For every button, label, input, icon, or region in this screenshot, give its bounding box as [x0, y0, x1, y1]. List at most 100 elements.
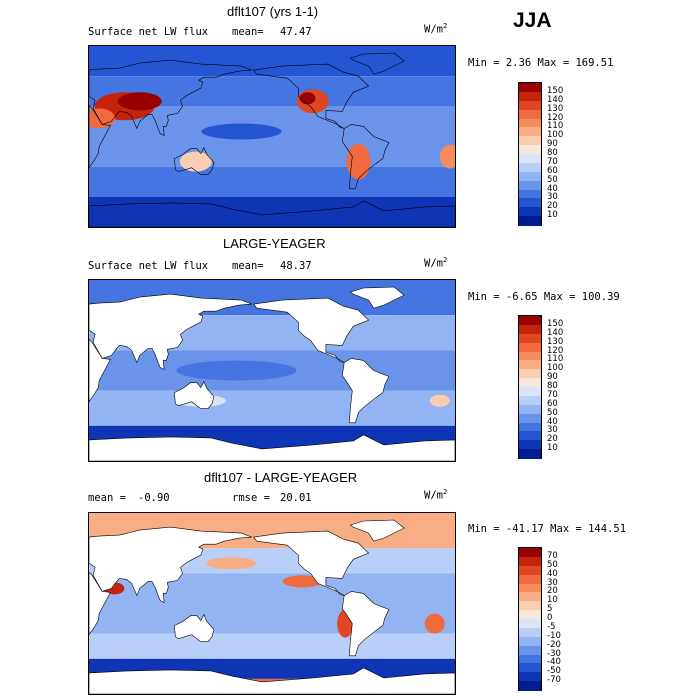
colorbar-tick-label: -50 [547, 666, 561, 677]
colorbar-swatch [519, 395, 541, 406]
panel-2-variable: Surface net LW flux [88, 260, 209, 272]
colorbar-tick-label: 80 [547, 381, 558, 391]
panel-3-mean-label: mean = [88, 492, 126, 504]
colorbar-swatch [519, 654, 541, 664]
field-blob [439, 144, 455, 169]
colorbar-tick-label: 120 [547, 112, 564, 123]
colorbar-tick-label: -70 [547, 675, 561, 686]
continent-outline-greenland [349, 519, 405, 542]
colorbar-swatch [519, 171, 541, 182]
colorbar-swatch [519, 645, 541, 655]
colorbar-tick-label: 50 [547, 407, 558, 418]
colorbar-tick-label: 30 [547, 192, 558, 203]
field-band [89, 573, 455, 634]
colorbar-swatch [519, 681, 541, 691]
colorbar-swatch [519, 574, 541, 584]
colorbar-swatch [519, 387, 541, 397]
colorbar-tick-label: -5 [547, 621, 556, 632]
colorbar-tick-label: 140 [547, 327, 564, 338]
colorbar-swatch [519, 619, 541, 629]
colorbar-swatch [519, 440, 541, 450]
panel-1-map [88, 45, 456, 228]
continent-outline-americas-n [253, 63, 370, 129]
continent-outline-americas-n [253, 530, 370, 596]
continent-outline-antarctica [89, 667, 455, 694]
colorbar-tick-label: 20 [547, 434, 558, 445]
colorbar-tick-label: 10 [547, 595, 558, 606]
continent-outline-greenland [349, 286, 405, 309]
field-band [89, 46, 455, 77]
colorbar-swatch [519, 118, 541, 128]
colorbar-tick-label: 70 [547, 550, 558, 561]
colorbar-swatch [519, 316, 541, 326]
field-blob [299, 92, 316, 105]
colorbar-tick-label: 20 [547, 201, 558, 212]
colorbar-swatch [519, 333, 541, 344]
colorbar-swatch [519, 180, 541, 190]
continent-outline-americas-s [341, 124, 390, 190]
panel-1-title: dflt107 (yrs 1-1) [227, 4, 319, 19]
panel-3-title: dflt107 - LARGE-YEAGER [204, 470, 358, 485]
field-blob [117, 92, 162, 111]
panel-2-title: LARGE-YEAGER [223, 236, 326, 251]
field-blob [429, 394, 450, 407]
colorbar-tick-label: 110 [547, 354, 564, 365]
colorbar-swatch [519, 610, 541, 620]
colorbar-tick-label: 90 [547, 139, 558, 150]
colorbar-tick-label: 120 [547, 345, 564, 356]
colorbar-tick-label: 40 [547, 568, 558, 579]
panel-1-colorbar: 150 140 130 120 110 100 90 80 70 60 50 40 30 20 10 [518, 82, 563, 226]
panel-2-map [88, 279, 456, 462]
field-band [89, 633, 455, 659]
continent-outline-americas-n [253, 297, 370, 363]
panel-3-minmax: Min = -41.17 Max = 144.51 [468, 523, 627, 535]
colorbar-swatch [519, 207, 541, 217]
field-blob [346, 143, 371, 180]
colorbar-tick-label: 20 [547, 586, 558, 597]
colorbar-swatch [519, 189, 541, 199]
panel-3-field [89, 513, 455, 694]
colorbar-swatch [519, 351, 541, 361]
continent-outline-antarctica [89, 200, 455, 227]
colorbar-tick-label: 140 [547, 94, 564, 105]
colorbar-tick-label: 30 [547, 577, 558, 588]
panel-2-field [89, 280, 455, 461]
continent-outline-australia [174, 146, 215, 175]
panel-2-mean-value: 48.37 [280, 260, 312, 272]
colorbar-tick-label: 80 [547, 148, 558, 158]
colorbar-swatch [519, 136, 541, 146]
colorbar-swatch [519, 83, 541, 93]
colorbar-swatch [519, 601, 541, 611]
continent-outline-eurasia [89, 293, 252, 371]
colorbar-tick-label: 130 [547, 336, 564, 347]
panel-1-variable: Surface net LW flux [88, 26, 209, 38]
colorbar-tick-label: -40 [547, 657, 561, 668]
colorbar-swatch [519, 324, 541, 335]
colorbar-tick-label: 40 [547, 183, 558, 194]
colorbar-tick-label: 90 [547, 372, 558, 383]
colorbar-swatch [519, 565, 541, 576]
panel-3-colorbar: 70 50 40 30 20 10 5 0 -5 -10 -20 -30 -40 -50 -70 [518, 547, 561, 691]
panel-2-mean-label: mean= [232, 260, 264, 272]
colorbar-tick-label: 70 [547, 156, 558, 167]
field-blob [179, 151, 212, 172]
colorbar-tick-label: 100 [547, 130, 564, 141]
colorbar-swatch [519, 100, 541, 111]
colorbar-tick-label: 30 [547, 425, 558, 436]
panel-2-units: W/m2 [424, 256, 448, 270]
colorbar-swatch [519, 216, 541, 226]
colorbar-swatch [519, 378, 541, 388]
colorbar-swatch [519, 145, 541, 155]
field-blob [282, 575, 323, 588]
colorbar-tick-label: 150 [547, 318, 564, 329]
panel-1-units: W/m2 [424, 22, 448, 36]
colorbar-swatch [519, 127, 541, 137]
panel-3-mean-value: -0.90 [138, 492, 170, 504]
colorbar-swatch [519, 369, 541, 379]
colorbar-tick-label: 130 [547, 103, 564, 114]
colorbar-tick-label: -30 [547, 648, 561, 659]
colorbar-tick-label: 50 [547, 559, 558, 570]
panel-1-mean-label: mean= [232, 26, 264, 38]
colorbar-swatch [519, 556, 541, 567]
colorbar-swatch [519, 592, 541, 602]
